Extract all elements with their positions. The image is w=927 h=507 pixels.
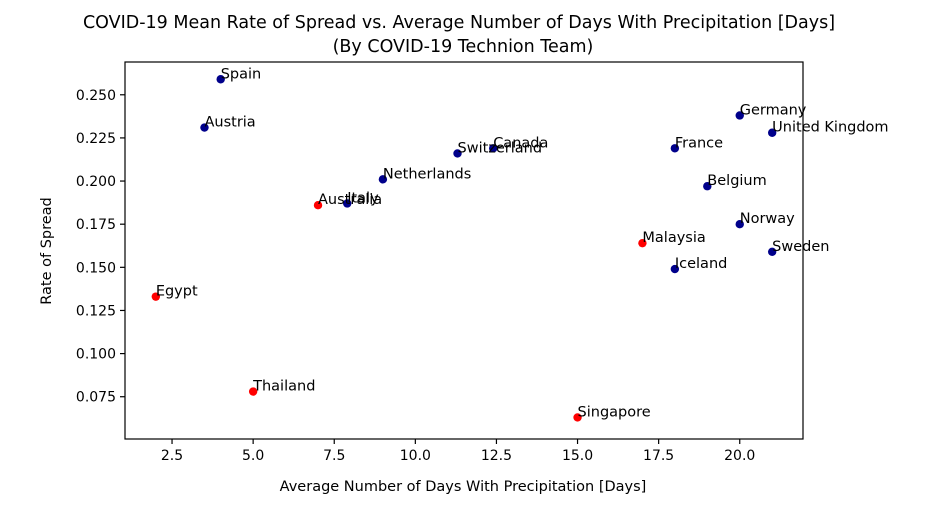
y-tick-label: 0.200: [76, 174, 116, 190]
x-tick-label: 12.5: [481, 448, 512, 464]
data-point: [453, 149, 462, 158]
chart-subtitle: (By COVID-19 Technion Team): [333, 37, 594, 57]
y-tick-label: 0.150: [76, 260, 116, 276]
point-label: Iceland: [675, 256, 727, 272]
point-label: Belgium: [707, 173, 766, 189]
point-label: Sweden: [772, 239, 829, 255]
data-point: [248, 387, 258, 396]
data-point: [735, 111, 744, 120]
point-label: Thailand: [252, 379, 315, 395]
point-label: France: [675, 135, 723, 151]
y-tick-label: 0.125: [76, 303, 116, 319]
x-axis-label: Average Number of Days With Precipitatio…: [280, 479, 647, 495]
point-label: Germany: [740, 102, 807, 118]
point-label: Netherlands: [383, 166, 471, 182]
x-axis-ticks: 2.5 5.0 7.5 10.0 12.5 15.0 17.5 20.0: [161, 439, 755, 464]
data-point: [670, 144, 680, 153]
x-tick-label: 7.5: [323, 448, 345, 464]
data-point: [488, 144, 498, 153]
data-point: [767, 247, 777, 256]
data-point: [200, 123, 209, 132]
data-point: [767, 128, 777, 137]
data-point: [313, 201, 323, 210]
data-point: [703, 182, 712, 191]
x-tick-label: 5.0: [242, 448, 264, 464]
point-label: Egypt: [156, 284, 198, 300]
y-tick-label: 0.250: [76, 88, 116, 104]
data-point: [735, 219, 744, 229]
data-point: [151, 292, 161, 301]
x-tick-label: 17.5: [643, 448, 674, 464]
data-point: [638, 238, 647, 248]
chart-title: COVID-19 Mean Rate of Spread vs. Average…: [83, 13, 835, 33]
data-point: [670, 264, 680, 274]
data-point: [378, 175, 388, 184]
point-label: Spain: [221, 66, 262, 82]
data-point: [216, 75, 225, 84]
point-label: Switzerland: [458, 140, 543, 156]
plot-frame: [124, 61, 804, 440]
data-points: [151, 75, 777, 422]
point-label: Malaysia: [642, 230, 705, 246]
y-axis-ticks: 0.075 0.100 0.125 0.150 0.175 0.200 0.225 0.250: [76, 88, 125, 406]
data-point: [573, 413, 582, 422]
y-axis-label: Rate of Spread: [39, 197, 55, 305]
x-tick-label: 15.0: [562, 448, 593, 464]
point-label: Australia: [318, 192, 382, 208]
x-tick-label: 2.5: [161, 448, 183, 464]
y-tick-label: 0.075: [76, 390, 116, 406]
point-label: Italy: [347, 190, 379, 206]
point-label: Norway: [740, 211, 795, 227]
y-tick-label: 0.225: [76, 131, 116, 147]
x-tick-label: 20.0: [724, 448, 755, 464]
point-label: Austria: [204, 115, 255, 131]
y-tick-label: 0.175: [76, 217, 116, 233]
point-label: United Kingdom: [772, 120, 888, 136]
x-tick-label: 10.0: [400, 448, 431, 464]
y-tick-label: 0.100: [76, 347, 116, 363]
point-label: Singapore: [578, 404, 651, 420]
data-point: [343, 199, 352, 208]
point-label: Canada: [493, 135, 548, 151]
